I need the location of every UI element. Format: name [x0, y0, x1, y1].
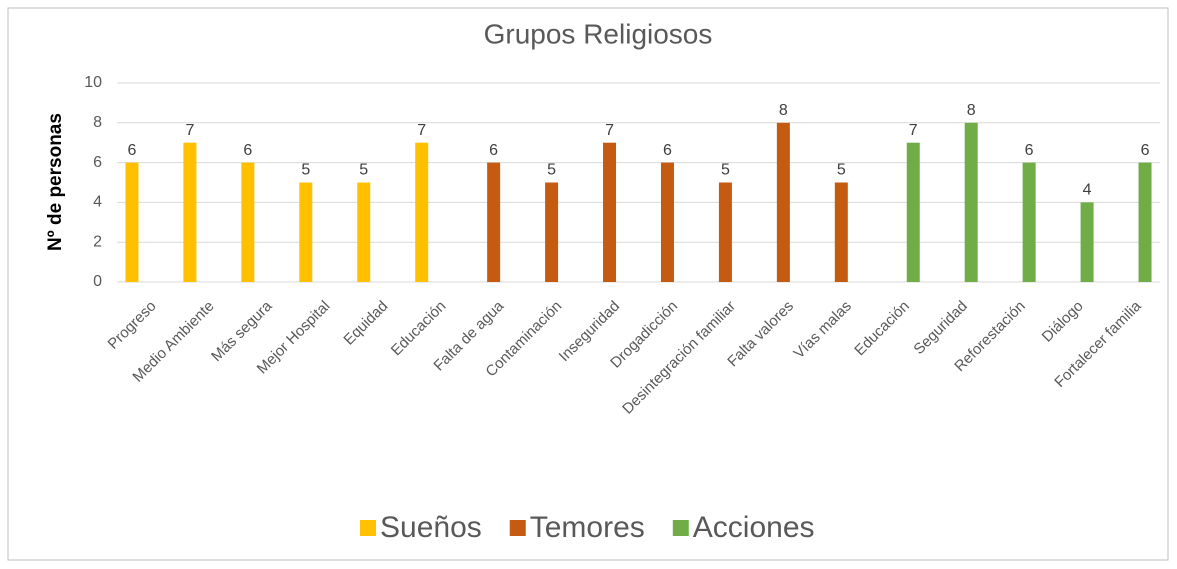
data-label: 8 [779, 102, 788, 119]
legend-swatch [672, 520, 689, 536]
legend-label: Sueños [380, 511, 482, 544]
y-tick-label: 4 [93, 194, 102, 211]
bar [660, 162, 674, 282]
bar [1022, 162, 1036, 282]
data-label: 4 [1083, 182, 1092, 199]
bar [487, 162, 501, 282]
bar [1080, 202, 1094, 282]
data-label: 5 [837, 162, 846, 179]
legend-label: Acciones [693, 511, 815, 544]
bar [603, 142, 617, 282]
y-tick-label: 8 [93, 114, 102, 131]
data-label: 6 [243, 142, 252, 159]
bar [776, 122, 790, 282]
data-label: 6 [663, 142, 672, 159]
bar [183, 142, 197, 282]
legend-label: Temores [530, 511, 645, 544]
chart-border [7, 7, 1169, 561]
legend-swatch [360, 520, 376, 536]
y-tick-label: 10 [84, 74, 102, 91]
data-label: 7 [185, 122, 194, 139]
legend-swatch [509, 520, 526, 536]
bar [357, 182, 371, 282]
data-label: 6 [1025, 142, 1034, 159]
bar [1138, 162, 1152, 282]
data-label: 5 [301, 162, 310, 179]
y-axis-label: Nº de personas [45, 113, 66, 251]
bar [834, 182, 848, 282]
bar [964, 122, 978, 282]
bar [545, 182, 559, 282]
chart-title: Grupos Religiosos [484, 18, 713, 49]
bar [299, 182, 313, 282]
bar [415, 142, 429, 282]
data-label: 6 [128, 142, 137, 159]
data-label: 7 [909, 122, 918, 139]
data-label: 5 [721, 162, 730, 179]
data-label: 7 [605, 122, 614, 139]
data-label: 8 [967, 102, 976, 119]
data-label: 7 [417, 122, 426, 139]
data-label: 5 [359, 162, 368, 179]
data-label: 6 [489, 142, 498, 159]
data-label: 6 [1141, 142, 1150, 159]
y-tick-label: 6 [93, 154, 102, 171]
bar [125, 162, 139, 282]
data-label: 5 [547, 162, 556, 179]
bar [241, 162, 255, 282]
y-tick-label: 2 [93, 233, 102, 250]
y-tick-label: 0 [93, 273, 102, 290]
bar [718, 182, 732, 282]
bar [906, 142, 920, 282]
